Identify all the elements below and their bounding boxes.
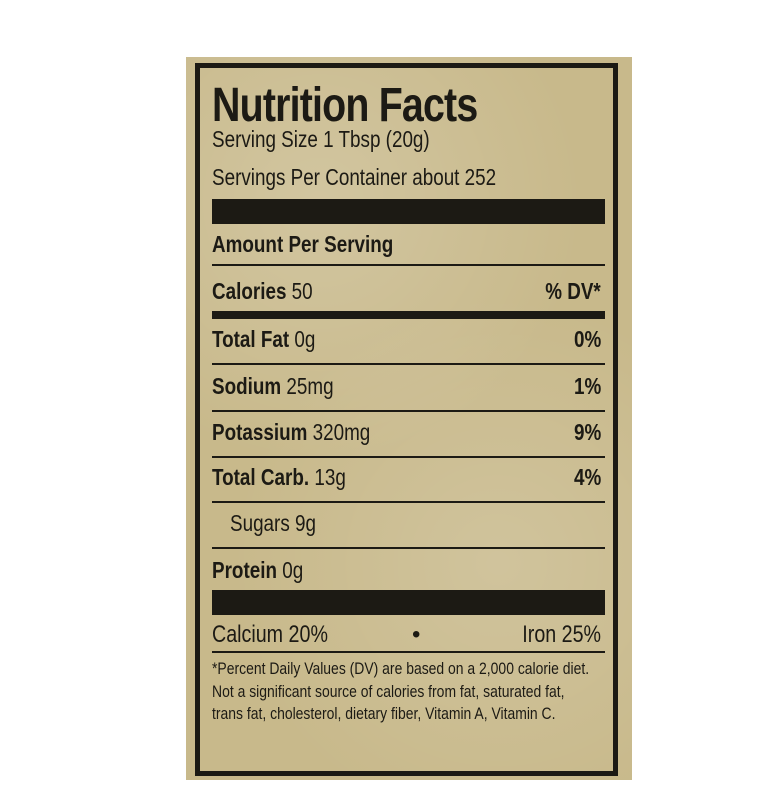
servings-per-container: Servings Per Container about 252 [212, 164, 601, 191]
nutrient-value: 320mg [312, 419, 371, 445]
divider [212, 456, 605, 458]
medium-divider [212, 311, 605, 319]
calories-row: Calories 50 % DV* [212, 278, 601, 305]
nutrient-value: 0g [294, 326, 316, 352]
title-text: Nutrition Facts [212, 79, 478, 132]
amount-per-serving: Amount Per Serving [212, 231, 601, 258]
nutrient-value: 0g [282, 557, 304, 583]
nutrient-row-total-carb: Total Carb. 13g 4% [212, 464, 601, 491]
nutrient-value: 9g [294, 510, 316, 536]
nutrient-row-potassium: Potassium 320mg 9% [212, 419, 601, 446]
serving-size-text: Serving Size 1 Tbsp (20g) [212, 126, 430, 152]
nutrient-row-total-fat: Total Fat 0g 0% [212, 326, 601, 353]
nutrient-label: Total Carb. [212, 464, 310, 490]
thick-divider [212, 590, 605, 615]
iron: Iron 25% [522, 621, 601, 648]
nutrient-row-sodium: Sodium 25mg 1% [212, 373, 601, 400]
nutrient-label: Total Fat [212, 326, 290, 352]
nutrition-label: Nutrition Facts Serving Size 1 Tbsp (20g… [186, 57, 632, 780]
divider [212, 547, 605, 549]
nutrient-dv: 9% [573, 419, 601, 445]
divider [212, 264, 605, 266]
bullet-separator: • [412, 621, 421, 648]
nutrient-label: Sugars [230, 510, 290, 536]
dv-header: % DV* [545, 278, 601, 304]
divider [212, 363, 605, 365]
footnote: *Percent Daily Values (DV) are based on … [212, 659, 590, 723]
nutrient-row-sugars: Sugars 9g [230, 510, 601, 537]
calories-value: 50 [291, 278, 313, 304]
nutrient-label: Potassium [212, 419, 308, 445]
serving-size: Serving Size 1 Tbsp (20g) [212, 126, 601, 153]
calories-label: Calories [212, 278, 287, 304]
nutrient-row-protein: Protein 0g [212, 557, 601, 584]
nutrient-label: Protein [212, 557, 277, 583]
thick-divider [212, 199, 605, 224]
servings-text: Servings Per Container about 252 [212, 164, 497, 190]
minerals-row: Calcium 20% • Iron 25% [212, 621, 601, 649]
divider [212, 410, 605, 412]
nutrient-value: 25mg [286, 373, 334, 399]
nutrient-value: 13g [314, 464, 346, 490]
nutrient-label: Sodium [212, 373, 282, 399]
nutrient-dv: 4% [573, 464, 601, 490]
nutrient-dv: 0% [573, 326, 601, 352]
label-border: Nutrition Facts Serving Size 1 Tbsp (20g… [195, 63, 618, 776]
nutrient-dv: 1% [573, 373, 601, 399]
amount-text: Amount Per Serving [212, 231, 394, 257]
title: Nutrition Facts [212, 78, 601, 133]
calcium: Calcium 20% [212, 621, 328, 648]
divider [212, 501, 605, 503]
divider [212, 651, 605, 653]
